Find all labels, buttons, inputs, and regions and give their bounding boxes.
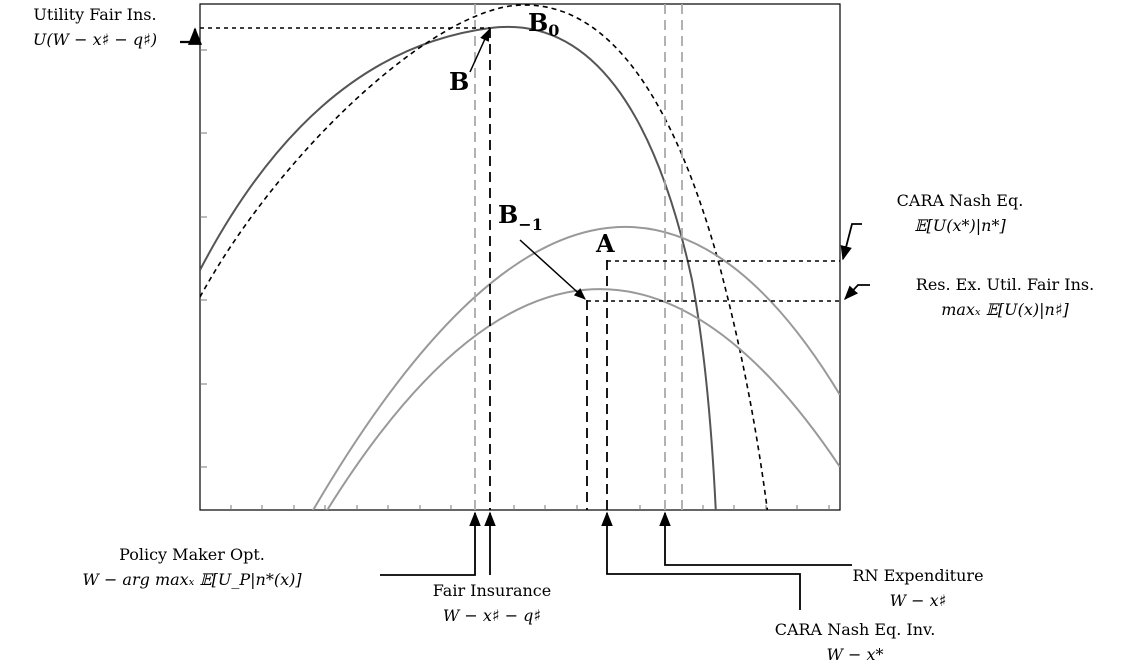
- svg-text:RN Expenditure: RN Expenditure: [852, 566, 983, 585]
- point-label-a: A: [595, 229, 615, 258]
- arrow-bm1: [519, 239, 586, 300]
- y-ticks: [200, 49, 207, 468]
- main-utility-curve: [200, 25, 717, 510]
- svg-text:W − x♯ − q♯: W − x♯ − q♯: [443, 606, 541, 625]
- arrow-b: [469, 28, 490, 73]
- plot-frame: [199, 3, 841, 511]
- callout-rn-expenditure: RN Expenditure W − x♯: [659, 511, 984, 610]
- svg-text:Policy Maker Opt.: Policy Maker Opt.: [119, 545, 265, 564]
- svg-text:maxₓ 𝔼[U(x)|n♯]: maxₓ 𝔼[U(x)|n♯]: [941, 300, 1069, 319]
- dotted-utility-curve: [200, 4, 769, 510]
- callout-res-ex-util: Res. Ex. Util. Fair Ins. maxₓ 𝔼[U(x)|n♯]: [844, 275, 1094, 319]
- nash-expected-utility-curve: [312, 225, 840, 510]
- svg-text:𝔼[U(x*)|n*]: 𝔼[U(x*)|n*]: [914, 216, 1006, 235]
- svg-text:W − x*: W − x*: [826, 645, 883, 664]
- svg-text:U(W − x♯ − q♯): U(W − x♯ − q♯): [33, 30, 157, 49]
- callout-policy-maker: Policy Maker Opt. W − arg maxₓ 𝔼[U_P|n*(…: [82, 511, 481, 589]
- horizontal-guides: [200, 27, 840, 302]
- fair-ins-expected-utility-curve: [326, 288, 840, 510]
- svg-text:Utility Fair Ins.: Utility Fair Ins.: [33, 5, 156, 24]
- point-label-bm1: B−1: [498, 200, 543, 234]
- svg-text:CARA Nash Eq.: CARA Nash Eq.: [897, 191, 1024, 210]
- black-guides: [489, 28, 608, 510]
- point-label-b0: B0: [528, 8, 559, 40]
- callout-cara-nash-inv: CARA Nash Eq. Inv. W − x*: [601, 511, 936, 664]
- svg-text:CARA Nash Eq. Inv.: CARA Nash Eq. Inv.: [775, 620, 936, 639]
- callout-utility-fair-ins: Utility Fair Ins. U(W − x♯ − q♯): [33, 5, 203, 49]
- svg-text:Fair Insurance: Fair Insurance: [433, 581, 551, 600]
- callout-cara-nash-eq: CARA Nash Eq. 𝔼[U(x*)|n*]: [840, 191, 1024, 261]
- svg-text:Res. Ex. Util. Fair Ins.: Res. Ex. Util. Fair Ins.: [916, 275, 1094, 294]
- svg-text:W − x♯: W − x♯: [890, 591, 947, 610]
- gray-guides: [474, 4, 683, 510]
- point-label-b: B: [449, 67, 469, 96]
- x-ticks: [230, 505, 830, 510]
- callout-fair-insurance: Fair Insurance W − x♯ − q♯: [433, 511, 551, 625]
- svg-text:W − arg maxₓ 𝔼[U_P|n*(x)]: W − arg maxₓ 𝔼[U_P|n*(x)]: [82, 570, 302, 589]
